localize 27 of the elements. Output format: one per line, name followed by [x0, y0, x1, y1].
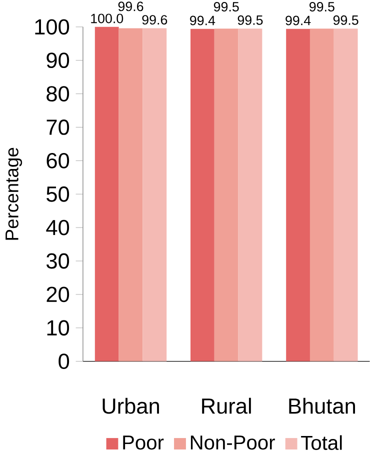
y-tick-label: 100 [35, 19, 70, 35]
data-label: 99.5 [238, 15, 263, 25]
y-tick-label: 70 [46, 120, 70, 135]
legend-label: Total [301, 435, 342, 450]
data-label: 99.5 [333, 15, 358, 25]
y-tick-label: 20 [46, 286, 70, 302]
data-label: 99.5 [310, 2, 334, 12]
x-tick-label: Bhutan [289, 398, 355, 414]
data-label: 99.4 [190, 16, 216, 26]
data-label: 99.4 [286, 16, 311, 26]
y-tick-label: 50 [46, 186, 70, 202]
y-tick-label: 80 [46, 86, 70, 102]
x-tick-label: Urban [102, 398, 159, 414]
y-tick-label: 0 [58, 354, 70, 370]
data-label: 100.0 [91, 14, 124, 24]
data-label: 99.6 [142, 15, 168, 25]
x-tick-label: Rural [202, 398, 251, 414]
y-tick-label: 40 [46, 220, 70, 236]
data-label: 99.6 [118, 2, 144, 12]
y-tick-label: 30 [46, 253, 70, 269]
legend-label: Non-Poor [190, 436, 275, 450]
y-tick-label: 10 [47, 320, 70, 336]
y-tick-label: 60 [46, 152, 70, 168]
y-tick-label: 90 [46, 52, 70, 68]
y-axis-title: Percentage [6, 148, 22, 240]
data-label: 99.5 [214, 2, 239, 12]
legend-label: Poor [123, 436, 164, 450]
